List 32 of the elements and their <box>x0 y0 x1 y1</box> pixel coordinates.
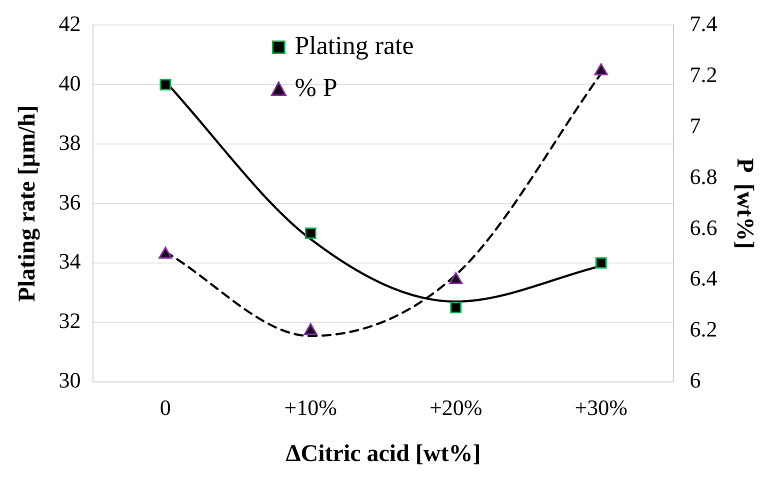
legend-label: Plating rate <box>294 31 414 60</box>
y-tick-label: 38 <box>58 130 81 155</box>
y-axis-title: Plating rate [µm/h] <box>14 105 41 302</box>
y-tick-label: 30 <box>58 368 81 393</box>
x-tick-label: +30% <box>574 394 628 420</box>
point <box>594 63 608 76</box>
point <box>158 246 172 259</box>
y2-tick-label: 7 <box>690 112 701 138</box>
x-tick-label: 0 <box>160 394 171 420</box>
y2-tick-label: 6.8 <box>690 164 718 189</box>
x-tick-label: +20% <box>429 394 482 420</box>
point <box>304 228 316 239</box>
y-tick-label: 34 <box>58 248 81 274</box>
y-tick-label: 32 <box>58 308 81 334</box>
legend-label: % P <box>294 73 338 102</box>
point <box>304 323 318 336</box>
y-tick-label: 40 <box>58 70 81 96</box>
point <box>449 272 463 284</box>
y2-tick-label: 6.4 <box>690 266 718 291</box>
y-tick-label: 42 <box>58 10 81 36</box>
x-axis-title: ΔCitric acid [wt%] <box>286 440 481 467</box>
point <box>160 78 172 90</box>
y2-tick-label: 7.4 <box>690 10 718 36</box>
point <box>450 302 462 314</box>
x-tick-label: +10% <box>284 394 338 420</box>
y-tick-label: 36 <box>58 189 81 214</box>
y2-tick-label: 7.2 <box>690 62 718 87</box>
y2-axis-title: P [wt%] <box>731 158 758 249</box>
point <box>595 257 607 269</box>
y2-tick-label: 6.2 <box>690 316 718 342</box>
y2-tick-label: 6 <box>690 368 701 393</box>
y2-tick-label: 6.6 <box>690 214 718 240</box>
